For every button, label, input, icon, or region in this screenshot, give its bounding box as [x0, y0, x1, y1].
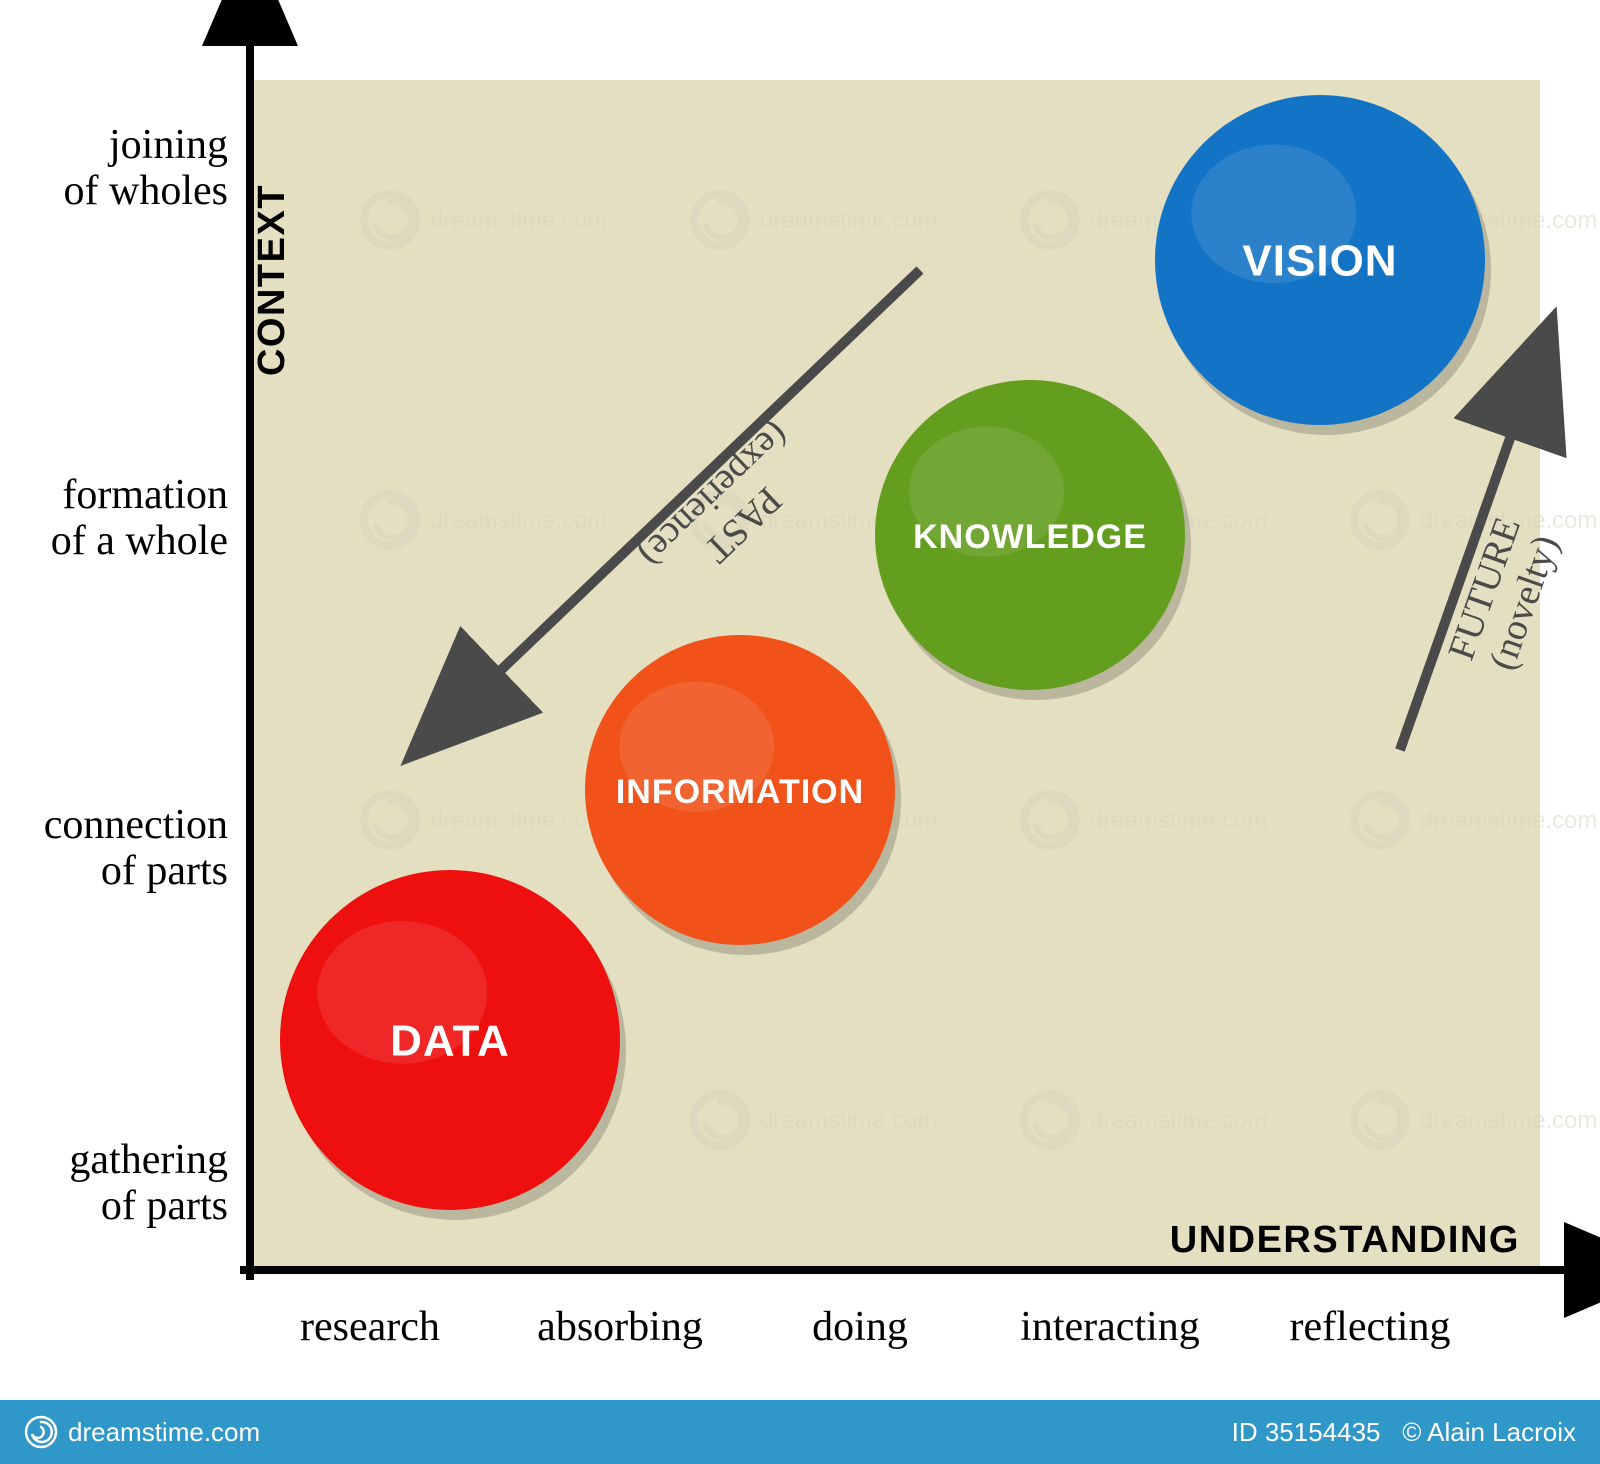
x-tick-label: doing — [812, 1304, 908, 1350]
x-tick-label: absorbing — [537, 1304, 703, 1350]
footer-id: ID 35154435 — [1232, 1417, 1381, 1447]
footer-author: © Alain Lacroix — [1402, 1417, 1576, 1447]
svg-text:dreamstime.com: dreamstime.com — [760, 1107, 937, 1134]
footer-bar: dreamstime.com ID 35154435 © Alain Lacro… — [0, 1400, 1600, 1464]
x-tick-label: reflecting — [1290, 1304, 1451, 1350]
circle-label-data: DATA — [390, 1017, 510, 1066]
y-tick-label: gathering — [69, 1137, 228, 1183]
footer-site: dreamstime.com — [68, 1417, 260, 1448]
x-tick-label: interacting — [1020, 1304, 1200, 1350]
diagram-container: dreamstime.comdreamstime.comdreamstime.c… — [0, 0, 1600, 1464]
x-axis-title: UNDERSTANDING — [1170, 1219, 1520, 1261]
svg-text:dreamstime.com: dreamstime.com — [1090, 1107, 1267, 1134]
circle-label-knowledge: KNOWLEDGE — [913, 518, 1147, 556]
footer-right: ID 35154435 © Alain Lacroix — [1232, 1417, 1576, 1448]
y-tick-label: of parts — [101, 1183, 228, 1229]
dikw-chart: dreamstime.comdreamstime.comdreamstime.c… — [0, 0, 1600, 1464]
svg-text:dreamstime.com: dreamstime.com — [430, 507, 607, 534]
svg-text:dreamstime.com: dreamstime.com — [1090, 807, 1267, 834]
y-tick-label: joining — [107, 122, 228, 168]
y-tick-label: formation — [62, 472, 228, 518]
dreamstime-logo-icon — [24, 1415, 58, 1449]
circle-label-vision: VISION — [1242, 237, 1397, 286]
circle-label-information: INFORMATION — [616, 773, 864, 811]
svg-text:dreamstime.com: dreamstime.com — [1420, 807, 1597, 834]
y-tick-label: of a whole — [51, 518, 228, 564]
x-tick-label: research — [300, 1304, 440, 1350]
y-tick-label: of wholes — [64, 168, 228, 214]
svg-text:dreamstime.com: dreamstime.com — [1420, 1107, 1597, 1134]
svg-text:dreamstime.com: dreamstime.com — [760, 207, 937, 234]
y-tick-label: connection — [44, 802, 228, 848]
y-tick-label: of parts — [101, 848, 228, 894]
y-axis-title: CONTEXT — [251, 184, 293, 376]
svg-text:dreamstime.com: dreamstime.com — [430, 207, 607, 234]
svg-text:dreamstime.com: dreamstime.com — [430, 807, 607, 834]
footer-separator — [1388, 1417, 1402, 1447]
footer-left: dreamstime.com — [24, 1415, 260, 1449]
